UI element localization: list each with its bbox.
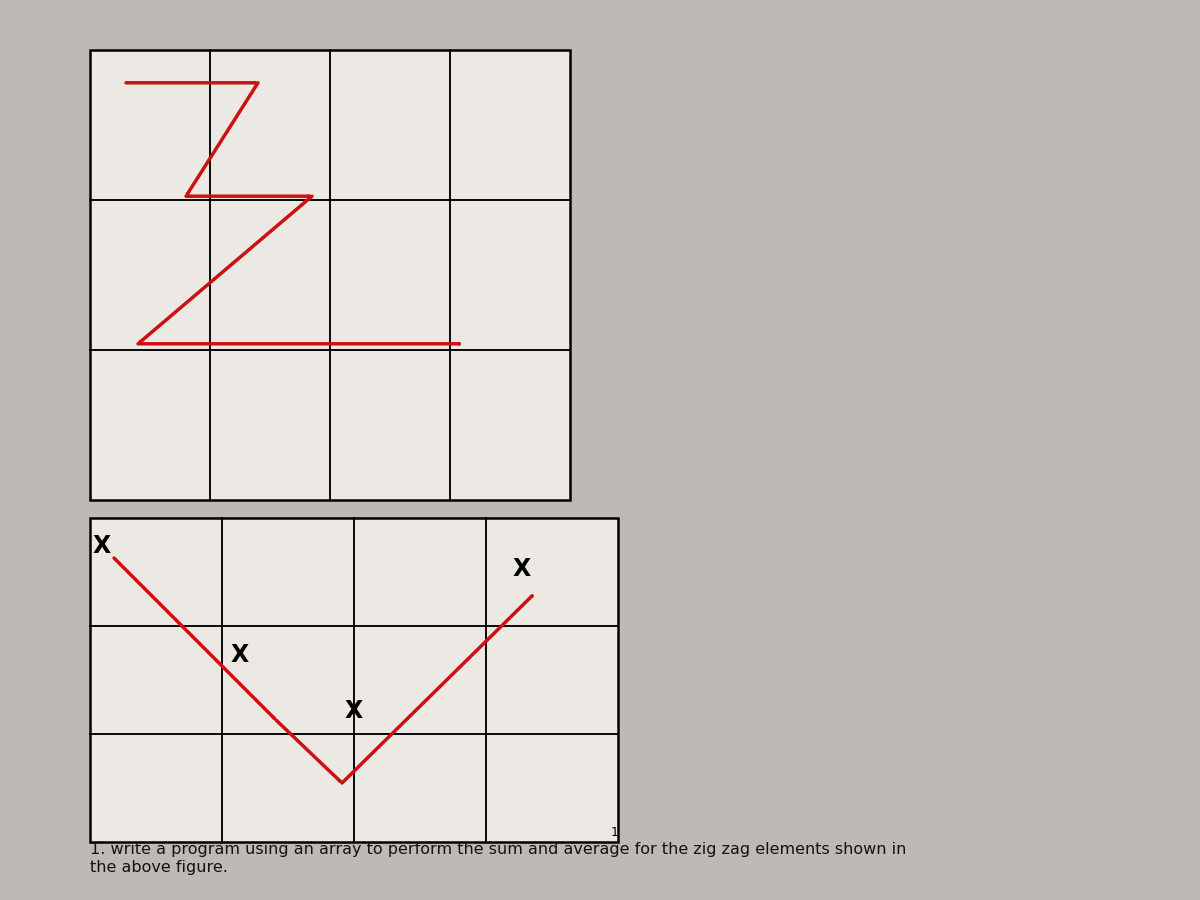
Bar (90, 518, 618, 842)
Text: X: X (512, 557, 532, 580)
Text: 1. write a program using an array to perform the sum and average for the zig zag: 1. write a program using an array to per… (90, 842, 906, 857)
Text: X: X (92, 535, 112, 558)
Text: X: X (344, 699, 364, 723)
Text: the above figure.: the above figure. (90, 860, 228, 875)
Text: X: X (230, 644, 250, 667)
Bar (90, 50, 570, 500)
Text: 1: 1 (611, 826, 619, 839)
